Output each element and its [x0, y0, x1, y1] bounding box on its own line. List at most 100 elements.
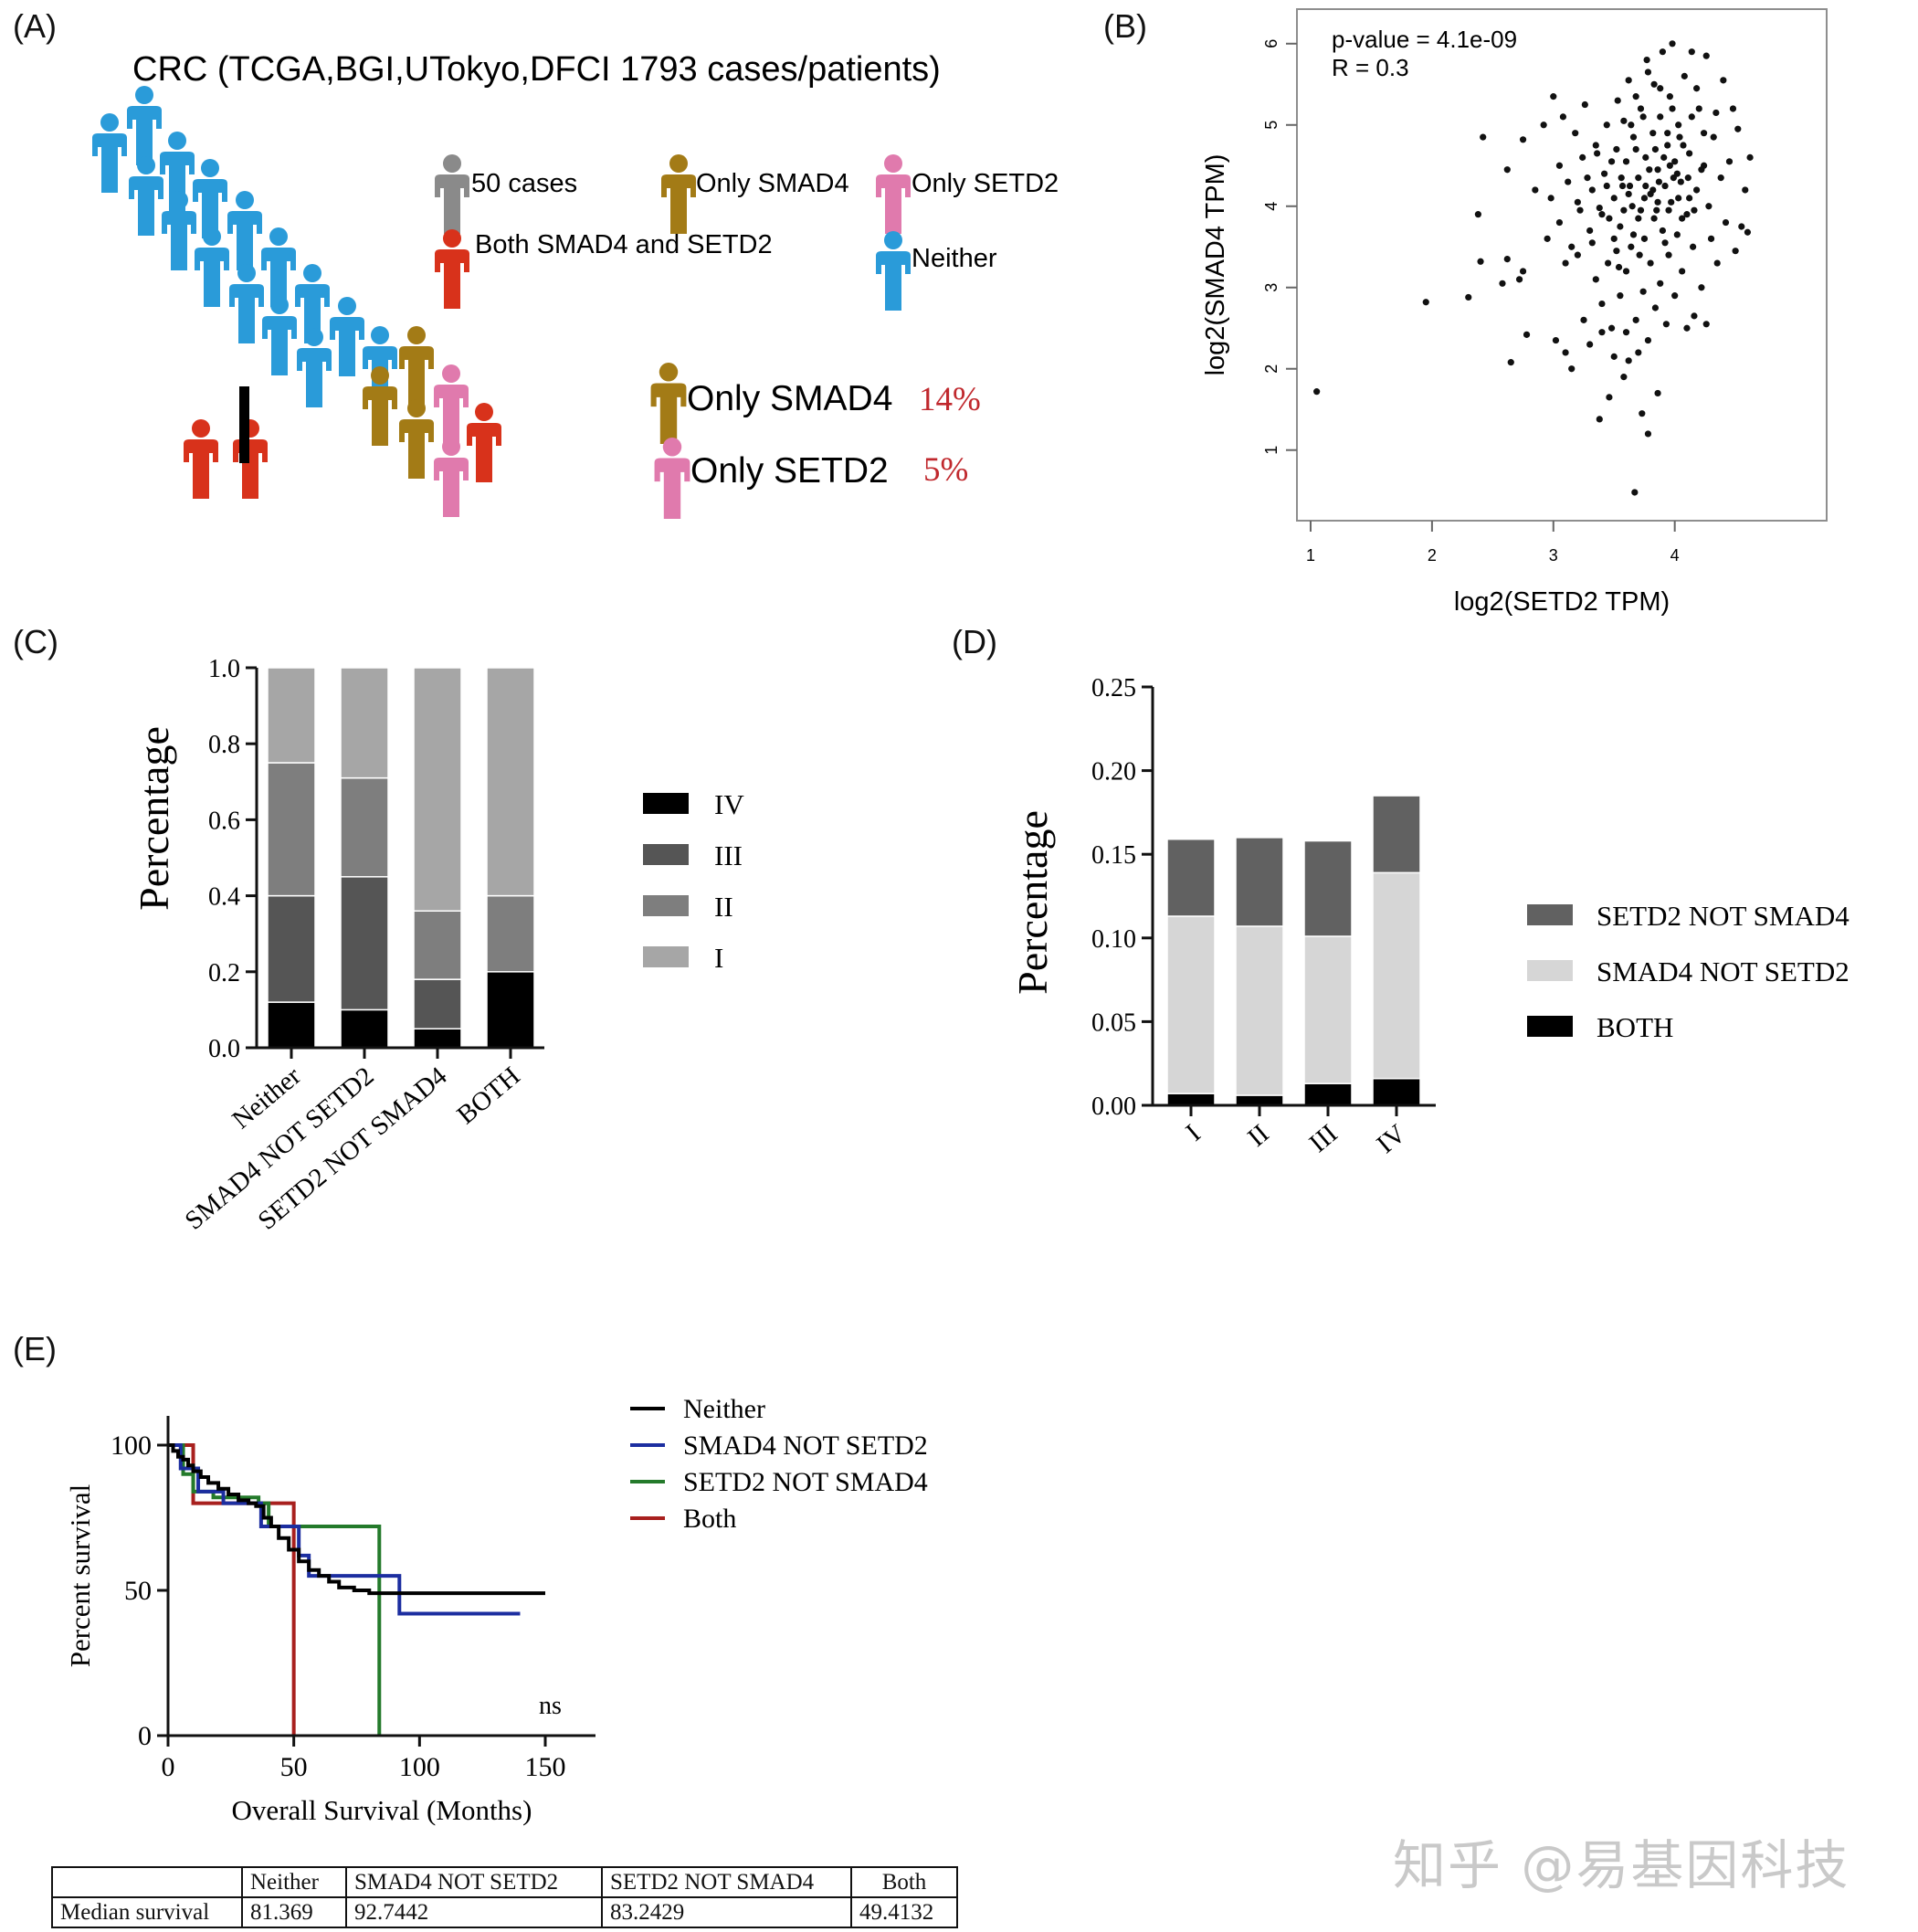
- y-tick-label: 0.25: [1091, 674, 1136, 702]
- scatter-point: [1657, 280, 1664, 287]
- scatter-point: [1654, 389, 1661, 397]
- bar-segment: [340, 1008, 389, 1049]
- y-tick-label: 0.10: [1091, 925, 1136, 954]
- scatter-points: [1313, 40, 1754, 496]
- patient-crowd: [92, 86, 501, 517]
- scatter-point: [1653, 206, 1660, 214]
- scatter-point: [1649, 130, 1657, 137]
- scatter-point: [1705, 203, 1712, 210]
- scatter-point: [1702, 52, 1710, 59]
- scatter-point: [1662, 321, 1670, 328]
- scatter-point: [1596, 204, 1603, 212]
- legend-swatch: [643, 895, 689, 916]
- scatter-point: [1665, 251, 1672, 259]
- scatter-point: [1702, 321, 1710, 328]
- scatter-point: [1639, 113, 1647, 121]
- scatter-point: [1640, 235, 1649, 242]
- y-tick-label: 3: [1262, 283, 1280, 292]
- scatter-point: [1547, 195, 1554, 202]
- patient-icon: [467, 403, 501, 482]
- bar-segment: [413, 1028, 462, 1049]
- chart-b-scatter: 1 2 3 4 1 2 3 4 5 6 p-value = 4.1e-09 R = 0.3 lo…: [1201, 8, 1828, 617]
- scatter-point: [1734, 125, 1742, 132]
- bar-segment: [1372, 871, 1421, 1080]
- scatter-point: [1588, 186, 1596, 194]
- x-tick-label: 150: [525, 1752, 566, 1782]
- patient-icon: [434, 438, 469, 517]
- scatter-point: [1617, 292, 1624, 300]
- scatter-point: [1622, 329, 1630, 336]
- scatter-point: [1720, 77, 1727, 84]
- x-tick-label: BOTH: [451, 1061, 525, 1130]
- scatter-point: [1523, 331, 1531, 338]
- scatter-point: [1568, 243, 1576, 250]
- scatter-plot-frame: [1296, 8, 1828, 522]
- scatter-point: [1673, 170, 1681, 177]
- patient-icon: [92, 113, 127, 193]
- d-y-axis-label: Percentage: [1009, 810, 1056, 995]
- scatter-point: [1700, 130, 1708, 137]
- scatter-point: [1618, 174, 1625, 182]
- bar-segment: [413, 910, 462, 980]
- summary-smad4-label: Only SMAD4: [687, 379, 892, 418]
- y-tick-label: 4: [1262, 202, 1280, 211]
- scatter-point: [1629, 133, 1638, 141]
- scatter-point: [1644, 336, 1652, 344]
- scatter-point: [1544, 235, 1551, 242]
- table-cell: Median survival: [51, 1896, 243, 1928]
- bars: [267, 667, 535, 1049]
- watermark: 知乎 @易基因科技: [1393, 1834, 1850, 1896]
- y-tick-label: 0.6: [208, 807, 240, 835]
- scatter-point: [1313, 388, 1321, 396]
- bar-segment: [1372, 1077, 1421, 1106]
- scatter-point: [1625, 357, 1632, 364]
- table-header-cell: SETD2 NOT SMAD4: [601, 1866, 852, 1898]
- scatter-point: [1606, 215, 1613, 222]
- panel-a-oncoprint-figure: CRC (TCGA,BGI,UTokyo,DFCI 1793 cases/pat…: [92, 50, 1059, 519]
- scatter-point: [1693, 85, 1701, 92]
- scatter-point: [1680, 142, 1687, 149]
- table-header-cell: Neither: [241, 1866, 347, 1898]
- patient-icon: [233, 419, 268, 499]
- scatter-point: [1698, 166, 1705, 174]
- scatter-point: [1698, 284, 1705, 291]
- scatter-point: [1676, 133, 1683, 141]
- y-tick-label: 0.05: [1091, 1008, 1136, 1037]
- scatter-point: [1637, 105, 1645, 112]
- table-row: Median survival 81.369 92.7442 83.2429 4…: [51, 1896, 958, 1928]
- x-tick-label: 50: [280, 1752, 308, 1782]
- bars: [1166, 795, 1421, 1106]
- panel-label-a: (A): [13, 7, 57, 45]
- x-tick-label: III: [1304, 1119, 1344, 1158]
- scatter-point: [1584, 174, 1591, 182]
- scatter-point: [1664, 142, 1671, 149]
- bar-segment: [413, 667, 462, 912]
- y-axis-ticks: 1 2 3 4 5 6: [1262, 39, 1297, 455]
- scatter-point: [1661, 182, 1669, 190]
- scatter-point: [1671, 292, 1679, 300]
- x-tick-label: I: [1181, 1119, 1207, 1147]
- legend: Neither SMAD4 NOT SETD2 SETD2 NOT SMAD4 Bot…: [630, 1394, 928, 1534]
- x-tick-label: II: [1242, 1119, 1274, 1153]
- scatter-point: [1507, 359, 1514, 366]
- patient-icon: [330, 297, 364, 376]
- legend-label: Both: [683, 1504, 736, 1534]
- scatter-point: [1729, 105, 1737, 112]
- scatter-point: [1565, 178, 1572, 185]
- bar-segment: [1166, 838, 1216, 917]
- y-tick-label: 100: [111, 1431, 152, 1461]
- scatter-point: [1626, 182, 1634, 190]
- scatter-point: [1640, 195, 1649, 202]
- scatter-point: [1713, 259, 1721, 267]
- scatter-point: [1691, 206, 1698, 214]
- scatter-point: [1632, 316, 1639, 323]
- scatter-point: [1598, 300, 1606, 308]
- scatter-point: [1603, 182, 1610, 190]
- scatter-point: [1693, 186, 1701, 194]
- scatter-point: [1649, 186, 1657, 194]
- scatter-point: [1622, 268, 1630, 275]
- y-tick-label: 0.15: [1091, 841, 1136, 870]
- scatter-point: [1679, 215, 1686, 222]
- patient-icon: [262, 296, 297, 375]
